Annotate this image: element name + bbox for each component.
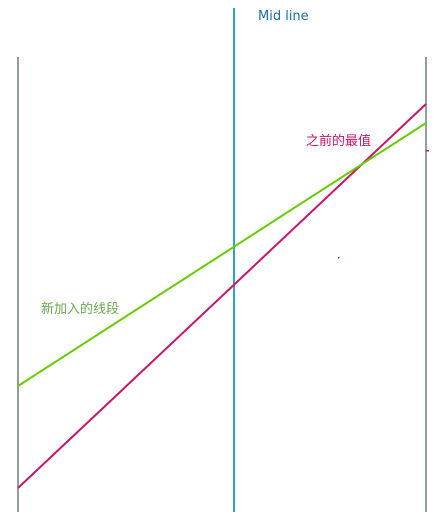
mid-line-label: Mid line [258,9,309,24]
previous-best-label: 之前的最值 [306,134,372,149]
stray-tick [426,150,429,152]
new-segment-label: 新加入的线段 [41,302,120,317]
stray-dot [338,257,340,259]
new-segment [17,122,427,387]
